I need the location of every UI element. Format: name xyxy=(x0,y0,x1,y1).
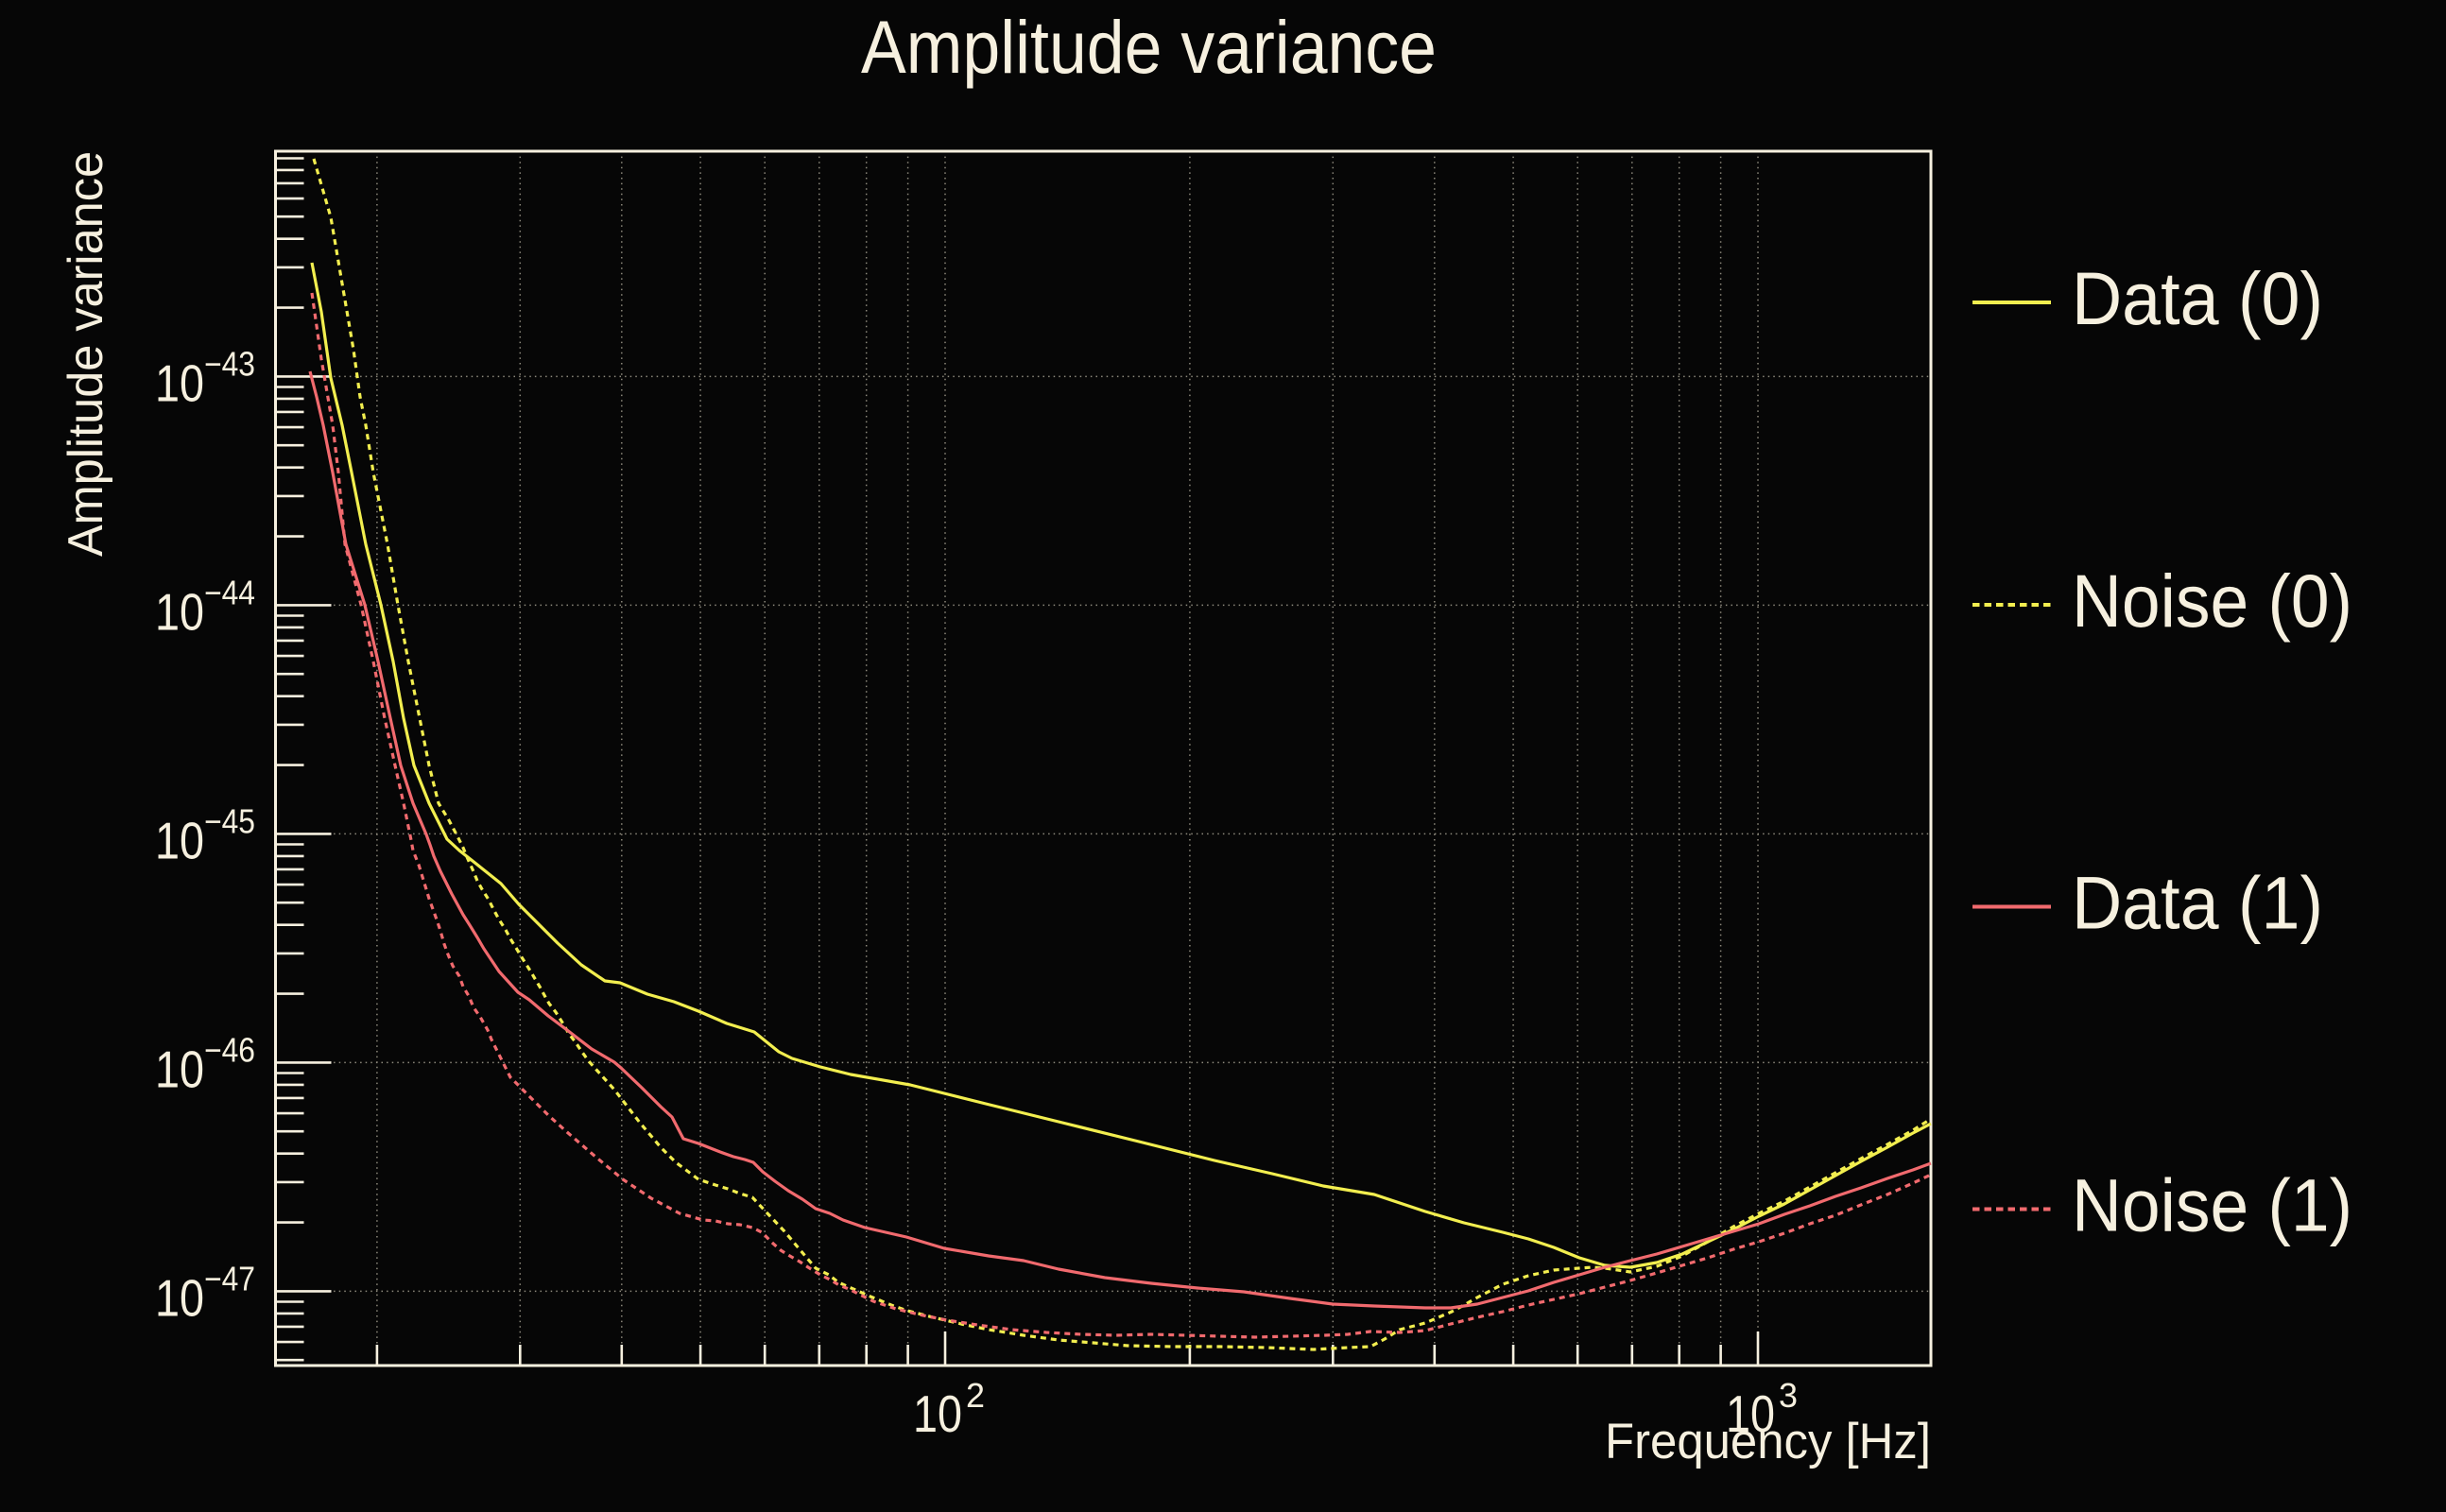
svg-text:−45: −45 xyxy=(204,801,255,840)
svg-text:Amplitude variance: Amplitude variance xyxy=(861,5,1437,89)
svg-text:10: 10 xyxy=(913,1384,962,1443)
svg-text:10: 10 xyxy=(155,353,204,412)
svg-text:Data (1): Data (1) xyxy=(2072,861,2323,945)
svg-text:10: 10 xyxy=(155,811,204,869)
svg-text:−46: −46 xyxy=(204,1030,255,1069)
svg-text:−43: −43 xyxy=(204,344,255,383)
svg-text:Noise (0): Noise (0) xyxy=(2072,558,2352,643)
svg-text:Frequency [Hz]: Frequency [Hz] xyxy=(1605,1414,1931,1469)
svg-text:10: 10 xyxy=(155,1040,204,1098)
svg-text:−47: −47 xyxy=(204,1259,255,1297)
svg-text:Data (0): Data (0) xyxy=(2072,256,2323,340)
svg-text:Noise (1): Noise (1) xyxy=(2072,1163,2352,1247)
svg-text:10: 10 xyxy=(155,582,204,641)
svg-text:10: 10 xyxy=(1726,1384,1775,1443)
svg-text:3: 3 xyxy=(1779,1376,1798,1415)
svg-text:Amplitude variance: Amplitude variance xyxy=(59,151,113,557)
svg-text:2: 2 xyxy=(966,1376,985,1415)
svg-text:−44: −44 xyxy=(204,573,255,611)
svg-text:10: 10 xyxy=(155,1268,204,1327)
